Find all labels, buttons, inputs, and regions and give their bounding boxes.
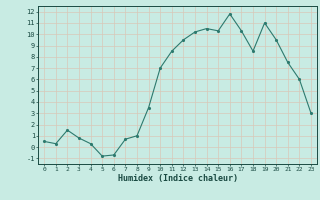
X-axis label: Humidex (Indice chaleur): Humidex (Indice chaleur) bbox=[118, 174, 238, 183]
